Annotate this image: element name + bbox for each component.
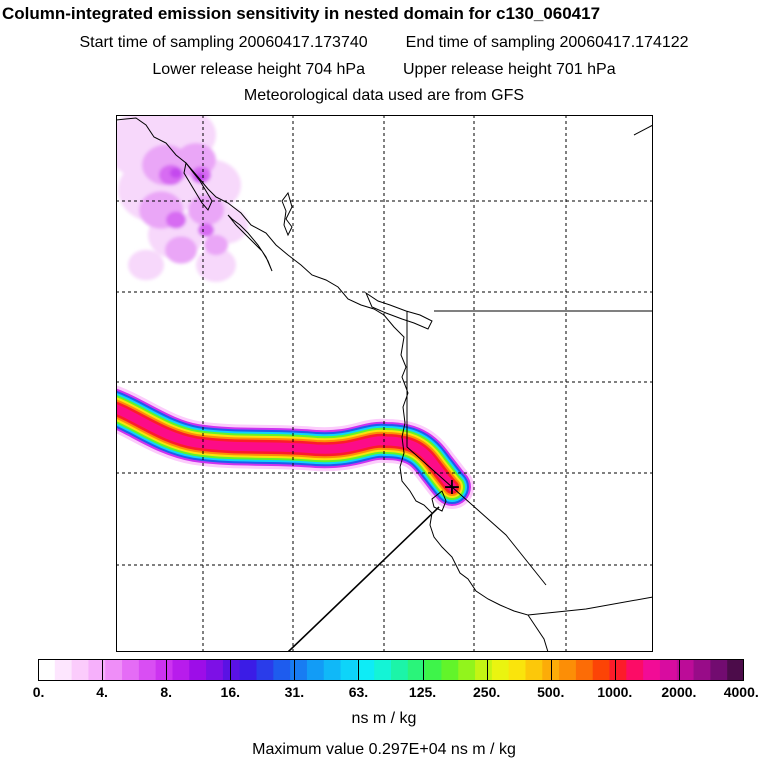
sensitivity-blob [165, 236, 197, 264]
sampling-start: Start time of sampling 20060417.173740 [79, 34, 368, 51]
colorbar-tick-label: 500. [537, 684, 565, 700]
colorbar-swatch [693, 659, 711, 681]
sensitivity-blob [166, 211, 186, 229]
colorbar-swatch [525, 659, 543, 681]
puget-inlet [281, 191, 293, 237]
colorbar-tick-label: 4. [96, 684, 108, 700]
colorbar-swatch [727, 659, 745, 681]
colorbar-tick-label: 4000. [723, 684, 759, 700]
ne-corner-border [633, 124, 654, 136]
release-lower: Lower release height 704 hPa [152, 61, 365, 78]
colorbar-swatch [206, 659, 224, 681]
colorbar-tick-label: 0. [32, 684, 45, 700]
colorbar-swatch [340, 659, 358, 681]
sampling-end: End time of sampling 20060417.174122 [405, 34, 689, 51]
colorbar-swatch [592, 659, 611, 681]
colorbar-swatch [391, 659, 409, 681]
section-line [287, 506, 440, 653]
colorbar-swatch [172, 659, 190, 681]
colorbar-swatch [491, 659, 510, 681]
nw-sensitivity-patch [106, 109, 248, 282]
colorbar-swatch [458, 659, 476, 681]
map-frame [116, 115, 653, 652]
map-svg: + [84, 109, 654, 653]
release-upper: Upper release height 701 hPa [403, 61, 616, 78]
island-north [183, 161, 213, 211]
colorbar-tick-label: 31. [284, 684, 305, 700]
sensitivity-blob [204, 234, 228, 256]
colorbar-swatch [222, 659, 241, 681]
colorbar [38, 659, 745, 681]
colorbar-frame [38, 659, 744, 681]
coastline [115, 117, 654, 653]
colorbar-swatch [239, 659, 258, 681]
release-heights: Lower release height 704 hPa Upper releas… [0, 61, 768, 79]
sampling-times: Start time of sampling 20060417.173740 En… [0, 34, 768, 52]
colorbar-tick-label: 2000. [661, 684, 697, 700]
colorbar-swatch [155, 659, 174, 681]
mainland-coast [115, 117, 549, 653]
columbia-inlet [364, 291, 433, 330]
colorbar-tick-label: 125. [408, 684, 437, 700]
colorbar-swatch [374, 659, 392, 681]
colorbar-swatch [189, 659, 207, 681]
sensitivity-blob [196, 248, 236, 282]
colorbar-tick-label: 250. [473, 684, 501, 700]
colorbar-tick-label: 1000. [597, 684, 633, 700]
colorbar-swatch [88, 659, 106, 681]
colorbar-swatch [323, 659, 342, 681]
colorbar-swatch [71, 659, 90, 681]
map-panel: + [84, 109, 654, 653]
colorbar-swatch [407, 659, 426, 681]
colorbar-swatch [290, 659, 308, 681]
nevada-border [406, 311, 547, 586]
colorbar-swatch [424, 659, 443, 681]
colorbar-swatch [710, 659, 728, 681]
colorbar-swatch [609, 659, 627, 681]
colorbar-swatch [306, 659, 325, 681]
colorbar-swatch [559, 659, 577, 681]
colorbar-swatch [256, 659, 274, 681]
colorbar-tick-label: 16. [220, 684, 240, 700]
sensitivity-blob [128, 249, 164, 281]
colorbar-tick-label: 8. [160, 684, 173, 700]
colorbar-swatch [357, 659, 375, 681]
colorbar-swatch [122, 659, 140, 681]
sensitivity-blob [188, 194, 224, 226]
colorbar-swatch [659, 659, 678, 681]
colorbar-swatch [54, 659, 73, 681]
island-south [227, 214, 273, 272]
colorbar-units: ns m / kg [351, 710, 417, 727]
sensitivity-blob [198, 223, 214, 237]
colorbar-swatch [38, 659, 56, 681]
plume-band [101, 400, 457, 492]
colorbar-swatch [138, 659, 157, 681]
receptor-marker: + [443, 475, 461, 500]
colorbar-svg [38, 659, 745, 681]
met-data-note: Meteorological data used are from GFS [243, 87, 525, 104]
colorbar-tick-label: 63. [348, 684, 369, 700]
max-value-label: Maximum value 0.297E+04 ns m / kg [252, 741, 516, 758]
colorbar-swatch [542, 659, 560, 681]
colorbar-swatch [273, 659, 291, 681]
colorbar-swatch [575, 659, 594, 681]
colorbar-swatch [626, 659, 644, 681]
colorbar-swatch [508, 659, 527, 681]
sensitivity-blob [170, 167, 182, 179]
colorbar-swatch [643, 659, 661, 681]
colorbar-swatch [105, 659, 123, 681]
mexico-border [527, 596, 654, 616]
colorbar-swatch [676, 659, 695, 681]
plume [84, 383, 474, 509]
figure-title: Column-integrated emission sensitivity i… [2, 4, 601, 23]
colorbar-swatch [441, 659, 459, 681]
colorbar-swatch [475, 659, 493, 681]
sensitivity-blob [195, 172, 205, 182]
